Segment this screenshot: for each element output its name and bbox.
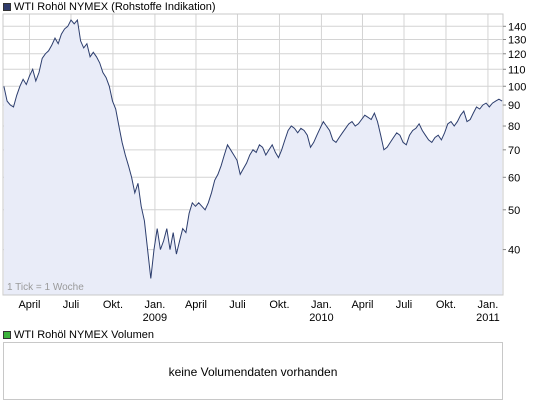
x-tick-label: April bbox=[185, 299, 207, 311]
x-tick-label: Okt. bbox=[436, 299, 456, 311]
y-tick-label: 130 bbox=[508, 35, 526, 47]
y-tick-label: 80 bbox=[508, 121, 520, 133]
y-tick-label: 140 bbox=[508, 21, 526, 33]
price-line bbox=[3, 18, 503, 279]
y-tick-label: 100 bbox=[508, 81, 526, 93]
y-axis-labels: 40 50 60 70 80 90 100 110 120 130 140 bbox=[503, 21, 526, 257]
plot-frame bbox=[2, 13, 504, 296]
volume-legend: WTI Rohöl NYMEX Volumen bbox=[3, 329, 154, 341]
price-legend: WTI Rohöl NYMEX (Rohstoffe Indikation) bbox=[3, 1, 216, 13]
volume-panel: keine Volumendaten vorhanden bbox=[3, 342, 503, 400]
x-tick-label: April bbox=[18, 299, 40, 311]
x-tick-label: April bbox=[351, 299, 373, 311]
x-tick-label: Juli bbox=[63, 299, 80, 311]
y-tick-label: 40 bbox=[508, 245, 520, 257]
y-tick-label: 50 bbox=[508, 205, 520, 217]
x-tick-label: Okt. bbox=[103, 299, 123, 311]
x-tick-label: Juli bbox=[396, 299, 413, 311]
price-series-swatch bbox=[3, 3, 11, 11]
volume-series-swatch bbox=[3, 331, 11, 339]
price-area-fill bbox=[3, 20, 503, 295]
x-tick-label: Jan. bbox=[478, 299, 499, 311]
volume-legend-label: WTI Rohöl NYMEX Volumen bbox=[14, 329, 154, 341]
x-tick-label: Jan. bbox=[145, 299, 166, 311]
y-tick-label: 60 bbox=[508, 172, 520, 184]
x-year-label: 2011 bbox=[476, 312, 500, 324]
volume-empty-message: keine Volumendaten vorhanden bbox=[168, 365, 338, 379]
x-tick-label: Jan. bbox=[311, 299, 332, 311]
y-tick-label: 110 bbox=[508, 64, 526, 76]
price-chart: 40 50 60 70 80 90 100 110 120 130 140 April Juli Okt… bbox=[2, 13, 526, 324]
tick-interval-note: 1 Tick = 1 Woche bbox=[7, 282, 84, 293]
y-tick-label: 120 bbox=[508, 49, 526, 61]
x-year-label: 2009 bbox=[143, 312, 167, 324]
x-tick-label: Juli bbox=[229, 299, 246, 311]
x-tick-label: Okt. bbox=[269, 299, 289, 311]
price-legend-label: WTI Rohöl NYMEX (Rohstoffe Indikation) bbox=[14, 1, 216, 13]
x-year-label: 2010 bbox=[309, 312, 333, 324]
y-tick-label: 90 bbox=[508, 100, 520, 112]
y-tick-label: 70 bbox=[508, 145, 520, 157]
